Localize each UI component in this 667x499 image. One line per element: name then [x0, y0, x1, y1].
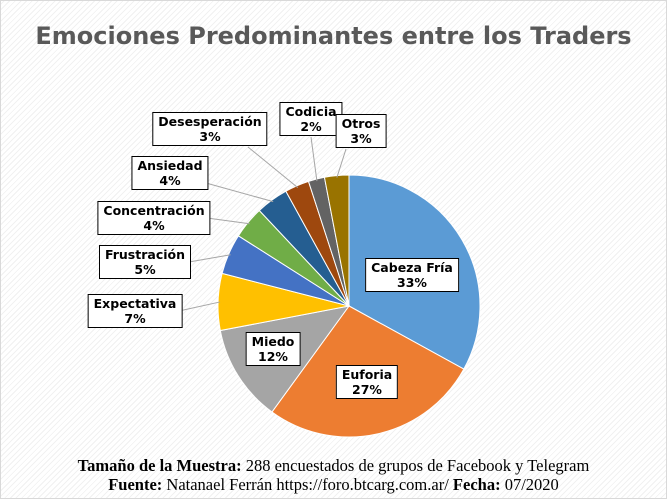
data-label-value: 33% — [397, 275, 427, 290]
data-label-4: Expectativa 7% — [87, 294, 183, 328]
data-label-category: Cabeza Fría — [371, 260, 453, 275]
data-label-value: 12% — [258, 349, 288, 364]
data-label-3: Miedo 12% — [245, 332, 301, 366]
data-label-6: Concentración 4% — [97, 201, 211, 235]
leader-line-7 — [205, 182, 274, 203]
data-label-value: 3% — [350, 131, 372, 146]
sample-size-label: Tamaño de la Muestra: — [77, 456, 242, 475]
data-label-value: 5% — [134, 262, 156, 277]
data-label-1: Cabeza Fría 33% — [365, 258, 459, 292]
data-label-value: 27% — [352, 382, 382, 397]
pie-slice-10 — [323, 174, 350, 307]
leader-line-10 — [336, 148, 347, 178]
data-label-value: 7% — [124, 311, 146, 326]
data-label-5: Frustración 5% — [99, 245, 191, 279]
sample-size-text: 288 encuestados de grupos de Facebook y … — [241, 456, 590, 475]
data-label-category: Codicia — [285, 104, 337, 119]
data-label-category: Concentración — [103, 203, 205, 218]
footer: Tamaño de la Muestra: 288 encuestados de… — [0, 456, 667, 494]
data-label-value: 4% — [143, 218, 165, 233]
data-label-7: Ansiedad 4% — [131, 156, 209, 190]
data-label-category: Miedo — [251, 334, 295, 349]
footer-line-2: Fuente: Natanael Ferrán https://foro.btc… — [0, 475, 667, 494]
source-text: Natanael Ferrán https://foro.btcarg.com.… — [162, 475, 453, 494]
leader-line-4 — [178, 301, 221, 312]
data-label-10: Otros 3% — [335, 114, 387, 148]
data-label-category: Desesperación — [158, 114, 262, 129]
data-label-value: 4% — [159, 173, 181, 188]
leader-line-9 — [310, 136, 318, 182]
data-label-category: Expectativa — [93, 296, 177, 311]
leader-line-5 — [188, 254, 231, 263]
leader-line-8 — [247, 146, 299, 188]
data-label-category: Otros — [341, 116, 381, 131]
data-label-category: Ansiedad — [137, 158, 203, 173]
source-label: Fuente: — [108, 475, 163, 494]
chart-title: Emociones Predominantes entre los Trader… — [35, 22, 632, 50]
data-label-value: 3% — [199, 129, 221, 144]
data-label-9: Codicia 2% — [279, 102, 343, 136]
footer-line-1: Tamaño de la Muestra: 288 encuestados de… — [0, 456, 667, 475]
data-label-8: Desesperación 3% — [152, 112, 268, 146]
data-label-value: 2% — [300, 119, 322, 134]
data-label-category: Euforia — [341, 367, 393, 382]
leader-line-6 — [206, 217, 250, 225]
date-text: 07/2020 — [500, 475, 559, 494]
data-label-2: Euforia 27% — [335, 365, 399, 399]
data-label-category: Frustración — [105, 247, 185, 262]
date-label: Fecha: — [452, 475, 501, 494]
